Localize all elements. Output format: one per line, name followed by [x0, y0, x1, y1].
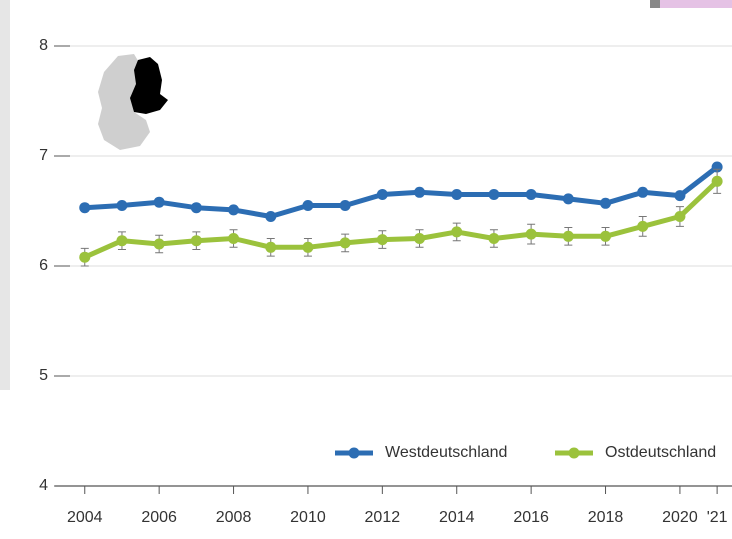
- data-point: [265, 241, 277, 253]
- y-tick-label: 8: [39, 37, 48, 54]
- legend-swatch: [568, 447, 580, 459]
- x-tick-label: 2006: [141, 509, 177, 526]
- y-tick-label: 7: [39, 147, 48, 164]
- data-point: [79, 202, 91, 214]
- window-edge: [0, 0, 10, 390]
- legend-swatch: [348, 447, 360, 459]
- x-tick-label: 2004: [67, 509, 103, 526]
- data-point: [228, 233, 240, 244]
- data-point: [562, 230, 574, 242]
- data-point: [153, 196, 165, 208]
- window-edge: [660, 0, 732, 8]
- x-tick-label: 2008: [216, 509, 252, 526]
- data-point: [637, 186, 649, 198]
- x-tick-label: '21: [707, 509, 728, 526]
- data-point: [414, 233, 426, 244]
- data-point: [562, 193, 574, 205]
- data-point: [674, 211, 686, 222]
- data-point: [451, 189, 463, 200]
- data-point: [265, 211, 277, 222]
- data-point: [228, 204, 240, 216]
- series-line: [84, 165, 719, 219]
- y-tick-label: 5: [39, 367, 48, 384]
- data-point: [302, 241, 314, 253]
- data-point: [711, 161, 723, 173]
- data-point: [637, 220, 649, 232]
- data-point: [711, 175, 723, 187]
- x-tick-label: 2012: [365, 509, 401, 526]
- data-point: [116, 200, 128, 211]
- data-point: [190, 202, 202, 214]
- data-point: [376, 189, 388, 200]
- data-point: [600, 230, 612, 242]
- data-point: [525, 228, 537, 240]
- data-point: [488, 233, 500, 244]
- data-point: [674, 190, 686, 202]
- x-tick-label: 2020: [662, 509, 698, 526]
- data-point: [451, 226, 463, 238]
- data-point: [525, 189, 537, 200]
- series-line: [83, 179, 719, 260]
- map-icon: [98, 54, 168, 150]
- x-tick-label: 2016: [513, 509, 549, 526]
- data-point: [116, 235, 128, 247]
- data-point: [414, 186, 426, 198]
- y-tick-label: 6: [39, 257, 48, 274]
- y-tick-label: 4: [39, 477, 48, 494]
- data-point: [339, 200, 351, 211]
- legend-label: Westdeutschland: [385, 444, 507, 461]
- data-point: [302, 200, 314, 211]
- data-point: [190, 235, 202, 247]
- x-tick-label: 2010: [290, 509, 326, 526]
- window-edge: [650, 0, 660, 8]
- legend-label: Ostdeutschland: [605, 444, 716, 461]
- data-point: [488, 189, 500, 200]
- data-point: [79, 251, 91, 263]
- x-tick-label: 2018: [588, 509, 624, 526]
- data-point: [153, 238, 165, 250]
- x-tick-label: 2014: [439, 509, 475, 526]
- data-point: [600, 197, 612, 209]
- data-point: [376, 234, 388, 246]
- data-point: [339, 237, 351, 249]
